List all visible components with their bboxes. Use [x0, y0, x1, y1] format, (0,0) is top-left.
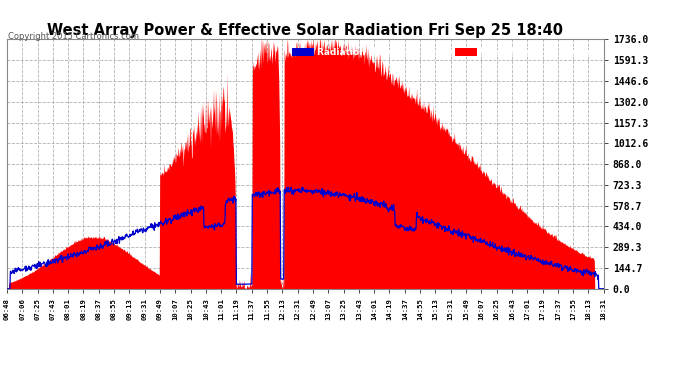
Legend: Radiation (Effective w/m2), West Array (DC Watts): Radiation (Effective w/m2), West Array (… [288, 44, 598, 60]
Text: Copyright 2015 Cartronics.com: Copyright 2015 Cartronics.com [8, 32, 139, 41]
Title: West Array Power & Effective Solar Radiation Fri Sep 25 18:40: West Array Power & Effective Solar Radia… [48, 23, 563, 38]
